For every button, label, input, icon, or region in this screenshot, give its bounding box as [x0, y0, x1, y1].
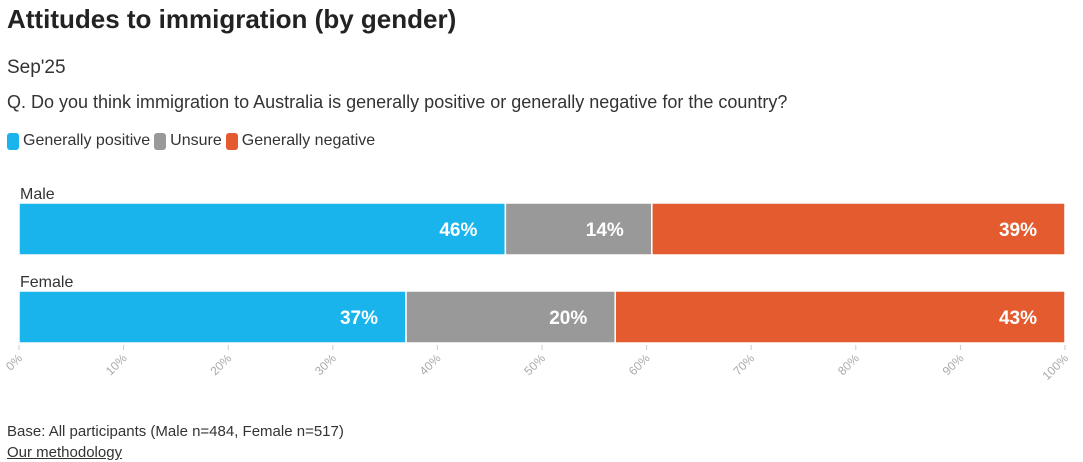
- category-label-male: Male: [20, 186, 55, 203]
- legend-item-negative[interactable]: Generally negative: [225, 132, 376, 150]
- x-tick-label-0: 0%: [3, 351, 25, 373]
- x-tick-label-4: 40%: [417, 351, 444, 378]
- x-tick-label-1: 10%: [103, 351, 130, 378]
- legend-swatch-positive: [7, 132, 19, 150]
- bar-female-generally-negative[interactable]: [614, 290, 1066, 344]
- x-tick-label-3: 30%: [312, 351, 339, 378]
- legend-label-positive: Generally positive: [23, 132, 151, 149]
- data-label-female-0: 37%: [340, 308, 378, 329]
- chart-title: Attitudes to immigration (by gender): [7, 4, 457, 34]
- legend: Generally positive Unsure Generally nega…: [7, 132, 379, 150]
- bar-male-generally-negative[interactable]: [651, 202, 1066, 256]
- x-tick-label-8: 80%: [835, 351, 862, 378]
- stacked-bar-chart: Male 46% 14% 39% Female 37% 20% 43% 0% 10% 20% 30% 4…: [3, 186, 1072, 383]
- survey-question: Q. Do you think immigration to Australia…: [7, 92, 788, 112]
- bar-male-unsure[interactable]: [504, 202, 653, 256]
- data-label-female-1: 20%: [549, 308, 587, 329]
- data-label-female-2: 43%: [999, 308, 1037, 329]
- x-tick-label-5: 50%: [521, 351, 548, 378]
- x-tick-label-10: 100%: [1040, 351, 1072, 383]
- x-tick-label-6: 60%: [626, 351, 653, 378]
- base-note: Base: All participants (Male n=484, Fema…: [7, 423, 344, 440]
- x-tick-label-2: 20%: [207, 351, 234, 378]
- data-label-male-0: 46%: [439, 220, 477, 241]
- bar-male-generally-positive[interactable]: [18, 202, 507, 256]
- legend-swatch-unsure: [154, 132, 167, 150]
- bar-female-unsure[interactable]: [405, 290, 616, 344]
- bar-female-generally-positive[interactable]: [18, 290, 407, 344]
- data-label-male-2: 39%: [999, 220, 1037, 241]
- chart-subtitle: Sep'25: [7, 57, 66, 78]
- data-label-male-1: 14%: [586, 220, 624, 241]
- x-tick-label-7: 70%: [730, 351, 757, 378]
- legend-label-negative: Generally negative: [241, 132, 376, 149]
- legend-item-positive[interactable]: Generally positive: [7, 132, 150, 150]
- methodology-link[interactable]: Our methodology: [7, 444, 123, 461]
- legend-swatch-negative: [225, 132, 238, 150]
- category-label-female: Female: [20, 274, 73, 291]
- legend-label-unsure: Unsure: [170, 132, 222, 149]
- legend-item-unsure[interactable]: Unsure: [154, 132, 222, 150]
- x-tick-label-9: 90%: [940, 351, 967, 378]
